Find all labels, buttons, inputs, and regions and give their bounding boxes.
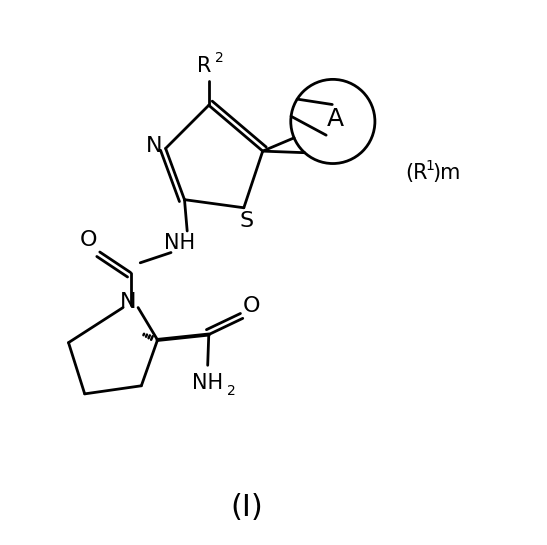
Text: O: O [80,230,97,250]
Text: N: N [120,292,136,312]
Text: (R: (R [406,163,428,183]
Text: S: S [240,211,254,231]
Text: 2: 2 [215,51,224,65]
Text: O: O [243,296,261,316]
Text: 2: 2 [226,384,235,398]
Text: N: N [146,136,162,156]
Text: R: R [197,56,212,76]
Text: NH: NH [164,233,195,253]
Text: )m: )m [433,163,461,183]
Text: (I): (I) [230,493,263,522]
Text: 1: 1 [426,159,434,173]
Text: A: A [327,107,344,131]
Text: NH: NH [192,373,223,393]
